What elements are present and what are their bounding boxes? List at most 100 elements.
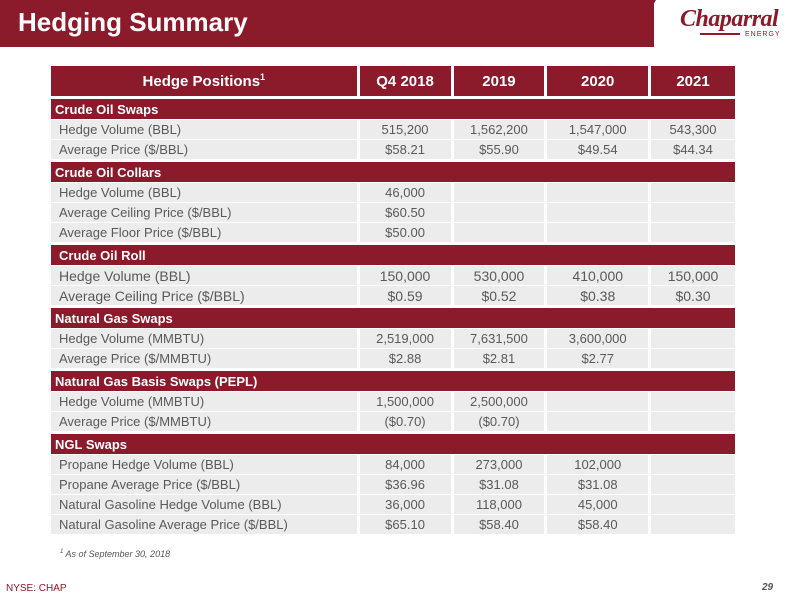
table-cell: 46,000: [359, 182, 454, 202]
footnote: 1 As of September 30, 2018: [60, 549, 171, 559]
section-header-row: NGL Swaps: [51, 431, 735, 454]
logo-swoosh: [700, 33, 740, 35]
row-label: Hedge Volume (MMBTU): [51, 328, 360, 348]
footnote-marker: 1: [260, 72, 266, 82]
section-title: Crude Oil Roll: [51, 242, 735, 265]
table-cell: $60.50: [359, 202, 454, 222]
table-row: Hedge Volume (BBL) 150,000 530,000 410,000 1…: [51, 265, 735, 285]
table-header-row: Hedge Positions1 Q4 2018 2019 2020 2021: [51, 66, 735, 96]
table-cell: [547, 202, 652, 222]
table-row: Average Ceiling Price ($/BBL) $0.59 $0.52 $…: [51, 285, 735, 305]
table-cell: $2.88: [359, 348, 454, 368]
table-cell: 84,000: [359, 454, 454, 474]
table-cell: [651, 474, 735, 494]
table-cell: 36,000: [359, 494, 454, 514]
table-cell: $44.34: [651, 139, 735, 159]
table-row: Average Ceiling Price ($/BBL) $60.50: [51, 202, 735, 222]
table-cell: $58.40: [547, 514, 652, 534]
ticker-symbol: NYSE: CHAP: [6, 583, 67, 594]
section-header-row: Crude Oil Roll: [51, 242, 735, 265]
table-cell: 150,000: [359, 265, 454, 285]
table-cell: 1,500,000: [359, 391, 454, 411]
row-label: Propane Hedge Volume (BBL): [51, 454, 360, 474]
table-row: Natural Gasoline Average Price ($/BBL) $6…: [51, 514, 735, 534]
section-header-row: Natural Gas Swaps: [51, 305, 735, 328]
table-cell: [651, 411, 735, 431]
row-label: Average Ceiling Price ($/BBL): [51, 285, 360, 305]
table-row: Hedge Volume (BBL) 515,200 1,562,200 1,547,…: [51, 119, 735, 139]
section-title: Natural Gas Basis Swaps (PEPL): [51, 368, 735, 391]
table-cell: $0.59: [359, 285, 454, 305]
table-cell: 45,000: [547, 494, 652, 514]
column-header-q4-2018: Q4 2018: [359, 66, 454, 96]
section-title: Crude Oil Swaps: [51, 96, 735, 119]
table-cell: $49.54: [547, 139, 652, 159]
table-row: Average Price ($/MMBTU) $2.88 $2.81 $2.77: [51, 348, 735, 368]
hedge-table: Hedge Positions1 Q4 2018 2019 2020 2021 …: [51, 66, 735, 534]
table-row: Propane Hedge Volume (BBL) 84,000 273,000 1…: [51, 454, 735, 474]
page-number: 29: [762, 582, 774, 593]
table-cell: $31.08: [453, 474, 548, 494]
table-cell: [651, 514, 735, 534]
table-cell: [453, 202, 548, 222]
column-header-2021: 2021: [651, 66, 735, 96]
table-cell: [651, 182, 735, 202]
slide-title: Hedging Summary: [18, 7, 248, 37]
table-cell: [547, 391, 652, 411]
table-cell: 150,000: [651, 265, 735, 285]
column-header-hedge-positions: Hedge Positions1: [51, 66, 360, 96]
section-title: Crude Oil Collars: [51, 159, 735, 182]
row-label: Propane Average Price ($/BBL): [51, 474, 360, 494]
table-cell: $65.10: [359, 514, 454, 534]
table-cell: $36.96: [359, 474, 454, 494]
row-label: Hedge Volume (BBL): [51, 119, 360, 139]
row-label: Natural Gasoline Average Price ($/BBL): [51, 514, 360, 534]
row-label: Hedge Volume (MMBTU): [51, 391, 360, 411]
table-cell: 530,000: [453, 265, 548, 285]
table-cell: $58.21: [359, 139, 454, 159]
company-logo-subtitle: ENERGY: [745, 31, 781, 38]
table-cell: $31.08: [547, 474, 652, 494]
table-cell: [651, 348, 735, 368]
table-row: Average Price ($/BBL) $58.21 $55.90 $49.54 $…: [51, 139, 735, 159]
table-cell: 273,000: [453, 454, 548, 474]
table-row: Average Price ($/MMBTU) ($0.70) ($0.70): [51, 411, 735, 431]
table-cell: 3,600,000: [547, 328, 652, 348]
table-cell: $0.30: [651, 285, 735, 305]
table-cell: $2.81: [453, 348, 548, 368]
row-label: Average Price ($/MMBTU): [51, 411, 360, 431]
table-cell: [547, 182, 652, 202]
table-row: Propane Average Price ($/BBL) $36.96 $31.0…: [51, 474, 735, 494]
row-label: Natural Gasoline Hedge Volume (BBL): [51, 494, 360, 514]
table-row: Natural Gasoline Hedge Volume (BBL) 36,00…: [51, 494, 735, 514]
column-header-2020: 2020: [547, 66, 652, 96]
table-cell: 410,000: [547, 265, 652, 285]
table-cell: [651, 328, 735, 348]
table-cell: ($0.70): [453, 411, 548, 431]
table-cell: [547, 222, 652, 242]
table-cell: ($0.70): [359, 411, 454, 431]
company-logo: Chaparral: [680, 6, 779, 32]
table-cell: [651, 222, 735, 242]
table-cell: [651, 494, 735, 514]
section-title: NGL Swaps: [51, 431, 735, 454]
table-cell: 2,500,000: [453, 391, 548, 411]
header-notch: [628, 0, 656, 47]
section-header-row: Crude Oil Swaps: [51, 96, 735, 119]
table-cell: [453, 182, 548, 202]
table-cell: 118,000: [453, 494, 548, 514]
table-cell: $2.77: [547, 348, 652, 368]
table-cell: $55.90: [453, 139, 548, 159]
table-cell: [651, 391, 735, 411]
section-title: Natural Gas Swaps: [51, 305, 735, 328]
table-cell: [651, 454, 735, 474]
row-label: Hedge Volume (BBL): [51, 265, 360, 285]
row-label: Average Floor Price ($/BBL): [51, 222, 360, 242]
table-cell: [651, 202, 735, 222]
table-cell: 1,547,000: [547, 119, 652, 139]
table-cell: $0.52: [453, 285, 548, 305]
table-cell: 102,000: [547, 454, 652, 474]
table-row: Hedge Volume (MMBTU) 1,500,000 2,500,000: [51, 391, 735, 411]
table-cell: $0.38: [547, 285, 652, 305]
logo-area: [654, 0, 799, 47]
